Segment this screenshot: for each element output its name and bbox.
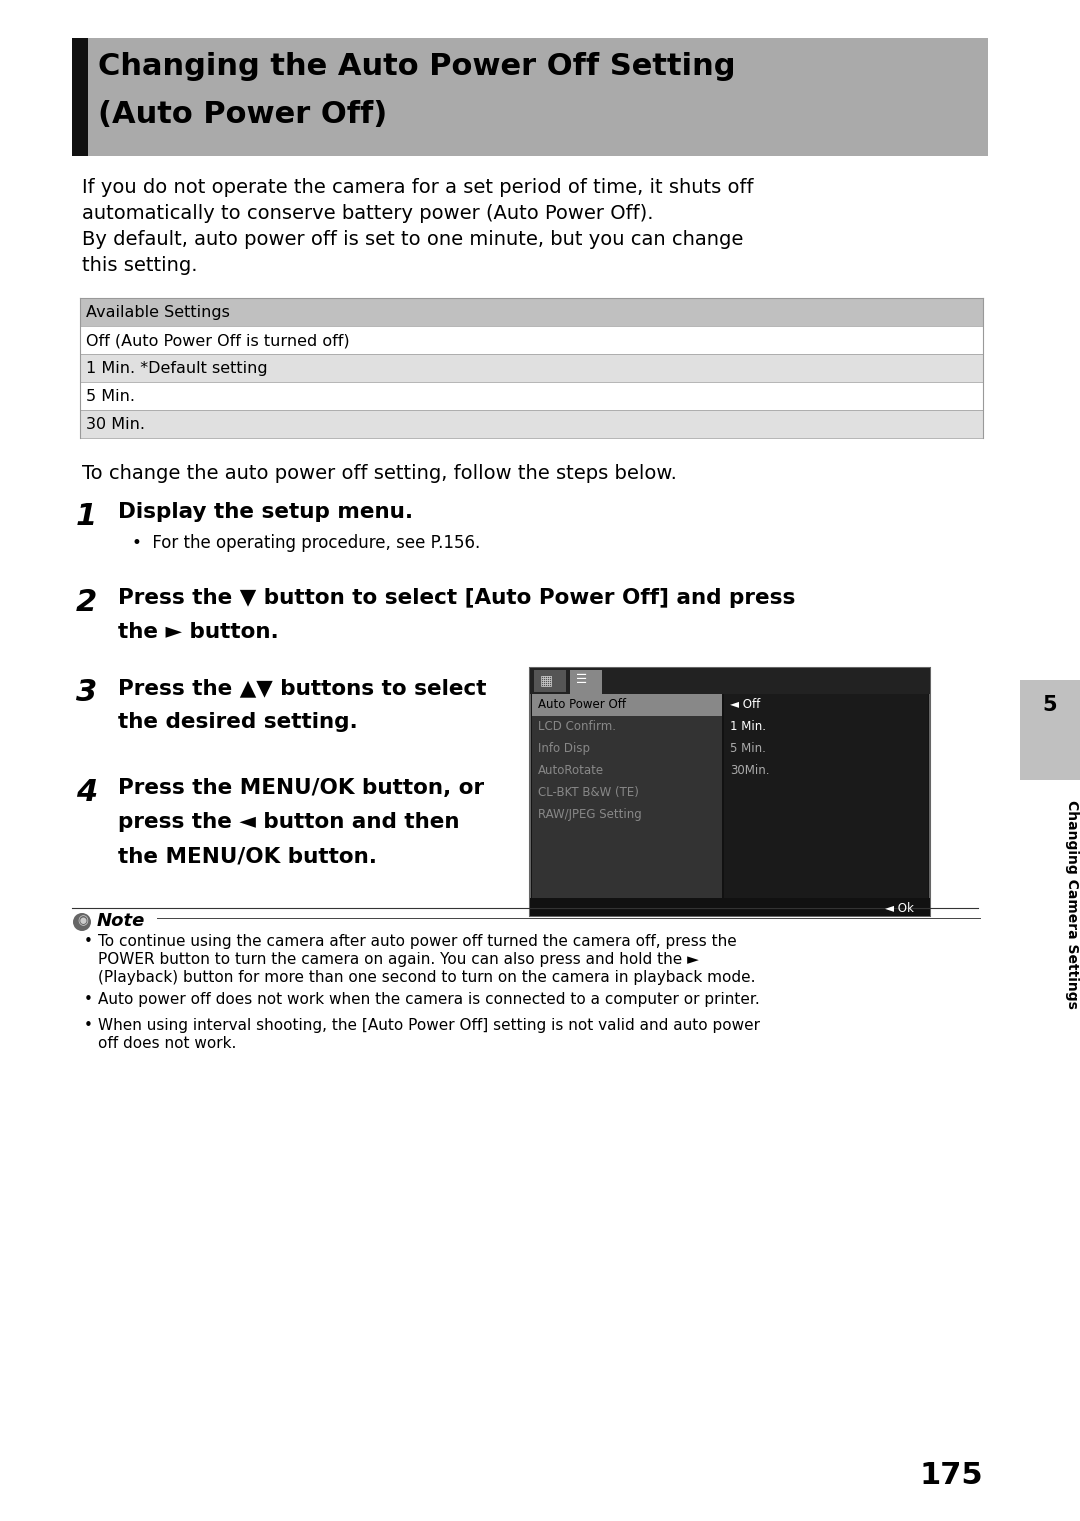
Text: AutoRotate: AutoRotate <box>538 764 604 777</box>
Text: 30Min.: 30Min. <box>730 764 769 777</box>
Text: To continue using the camera after auto power off turned the camera off, press t: To continue using the camera after auto … <box>98 934 737 949</box>
Text: Display the setup menu.: Display the setup menu. <box>118 502 414 522</box>
Text: By default, auto power off is set to one minute, but you can change: By default, auto power off is set to one… <box>82 230 743 249</box>
Text: ▦: ▦ <box>540 672 553 687</box>
Bar <box>530 668 930 916</box>
Text: ◉: ◉ <box>77 914 87 926</box>
Text: 1: 1 <box>76 502 97 531</box>
Bar <box>80 325 983 354</box>
Bar <box>570 669 602 694</box>
Bar <box>724 694 928 897</box>
Text: •: • <box>84 934 93 949</box>
Bar <box>530 897 930 916</box>
Bar <box>80 298 983 325</box>
Text: automatically to conserve battery power (Auto Power Off).: automatically to conserve battery power … <box>82 204 653 224</box>
Text: To change the auto power off setting, follow the steps below.: To change the auto power off setting, fo… <box>82 464 677 484</box>
Text: 175: 175 <box>919 1462 983 1491</box>
Text: Off (Auto Power Off is turned off): Off (Auto Power Off is turned off) <box>86 333 350 348</box>
Text: 4: 4 <box>76 779 97 808</box>
Text: 5 Min.: 5 Min. <box>86 389 135 405</box>
Bar <box>1020 680 1080 780</box>
Bar <box>532 694 723 897</box>
Text: When using interval shooting, the [Auto Power Off] setting is not valid and auto: When using interval shooting, the [Auto … <box>98 1018 760 1033</box>
Text: Info Disp: Info Disp <box>538 742 590 754</box>
Bar <box>532 694 723 716</box>
Text: •: • <box>84 1018 93 1033</box>
Text: POWER button to turn the camera on again. You can also press and hold the ►: POWER button to turn the camera on again… <box>98 952 699 967</box>
Text: 1 Min.: 1 Min. <box>730 719 766 733</box>
Text: Auto Power Off: Auto Power Off <box>538 698 626 710</box>
Text: Auto power off does not work when the camera is connected to a computer or print: Auto power off does not work when the ca… <box>98 992 759 1007</box>
Text: 1 Min. *Default setting: 1 Min. *Default setting <box>86 360 268 376</box>
Bar <box>80 354 983 382</box>
Text: Press the ▼ button to select [Auto Power Off] and press: Press the ▼ button to select [Auto Power… <box>118 589 795 608</box>
Bar <box>80 411 983 438</box>
Bar <box>80 382 983 411</box>
Circle shape <box>73 913 91 931</box>
Text: (Auto Power Off): (Auto Power Off) <box>98 100 388 129</box>
Text: •  For the operating procedure, see P.156.: • For the operating procedure, see P.156… <box>132 534 481 552</box>
Text: 5 Min.: 5 Min. <box>730 742 766 754</box>
Text: CL-BKT B&W (TE): CL-BKT B&W (TE) <box>538 786 639 799</box>
Text: 30 Min.: 30 Min. <box>86 417 145 432</box>
Bar <box>534 669 566 692</box>
Bar <box>72 38 87 157</box>
Bar <box>530 668 930 694</box>
Text: 2: 2 <box>76 589 97 618</box>
Text: ◄ Ok: ◄ Ok <box>885 902 914 916</box>
Text: •: • <box>84 992 93 1007</box>
Text: If you do not operate the camera for a set period of time, it shuts off: If you do not operate the camera for a s… <box>82 178 754 198</box>
Text: RAW/JPEG Setting: RAW/JPEG Setting <box>538 808 642 821</box>
Text: Available Settings: Available Settings <box>86 306 230 319</box>
Text: the MENU/OK button.: the MENU/OK button. <box>118 846 377 865</box>
Text: Press the MENU/OK button, or: Press the MENU/OK button, or <box>118 779 484 799</box>
Text: Changing the Auto Power Off Setting: Changing the Auto Power Off Setting <box>98 52 735 81</box>
Text: Note: Note <box>97 913 146 929</box>
Text: (Playback) button for more than one second to turn on the camera in playback mod: (Playback) button for more than one seco… <box>98 970 756 986</box>
Text: 5: 5 <box>1042 695 1057 715</box>
Text: off does not work.: off does not work. <box>98 1036 237 1051</box>
Text: ◄ Off: ◄ Off <box>730 698 760 710</box>
Text: the desired setting.: the desired setting. <box>118 712 357 732</box>
Bar <box>72 38 988 157</box>
Text: 3: 3 <box>76 678 97 707</box>
Text: Changing Camera Settings: Changing Camera Settings <box>1065 800 1079 1008</box>
Text: press the ◄ button and then: press the ◄ button and then <box>118 812 459 832</box>
Text: Press the ▲▼ buttons to select: Press the ▲▼ buttons to select <box>118 678 486 698</box>
Text: this setting.: this setting. <box>82 256 198 275</box>
Text: the ► button.: the ► button. <box>118 622 279 642</box>
Text: ☰: ☰ <box>576 672 588 686</box>
Text: LCD Confirm.: LCD Confirm. <box>538 719 616 733</box>
